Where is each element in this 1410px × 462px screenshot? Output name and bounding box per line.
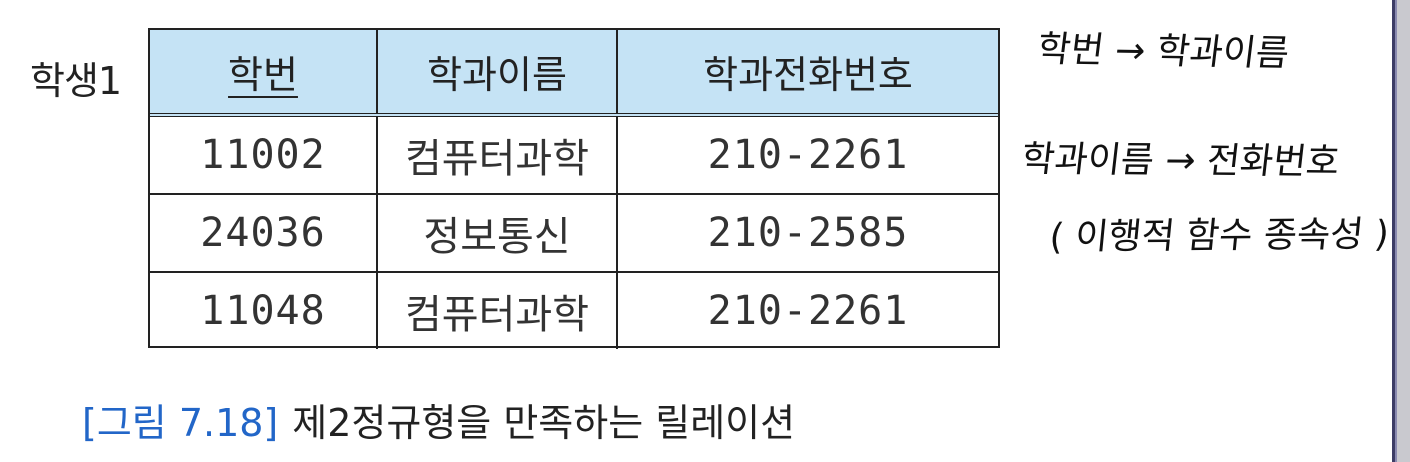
header-dept-phone: 학과전화번호 [616,30,998,113]
border-line-mid [1395,0,1397,462]
table-row: 11048 컴퓨터과학 210-2261 [150,273,998,349]
window-right-border [1392,0,1410,462]
table-row: 11002 컴퓨터과학 210-2261 [150,117,998,195]
cell-dept-name: 컴퓨터과학 [376,117,616,193]
table-row: 24036 정보통신 210-2585 [150,195,998,273]
cell-dept-name: 정보통신 [376,195,616,271]
header-dept-phone-label: 학과전화번호 [703,53,913,97]
figure-caption-label: [그림 7.18] [82,401,279,445]
figure-caption-text: 제2정규형을 만족하는 릴레이션 [292,401,796,445]
relation-table: 학번 학과이름 학과전화번호 11002 컴퓨터과학 210-2261 2403… [148,28,1000,349]
relation-name: 학생1 [30,59,122,103]
cell-dept-phone: 210-2261 [616,273,998,349]
handwritten-note-dependency-2: 학과이름 → 전화번호 [1019,139,1342,183]
cell-dept-phone: 210-2585 [616,195,998,271]
header-student-id-label: 학번 [228,53,298,97]
header-dept-name-label: 학과이름 [427,53,567,97]
cell-dept-phone: 210-2261 [616,117,998,193]
handwritten-note-dependency-1: 학번 → 학과이름 [1035,29,1292,75]
figure-caption: [그림 7.18] 제2정규형을 만족하는 릴레이션 [82,392,795,447]
border-line-dark [1392,0,1395,462]
handwritten-note-transitive: ( 이행적 함수 종속성 ) [1047,214,1391,258]
header-dept-name: 학과이름 [376,30,616,113]
table-header-row: 학번 학과이름 학과전화번호 [150,30,998,117]
cell-dept-name: 컴퓨터과학 [376,273,616,349]
cell-student-id: 11048 [200,288,326,334]
cell-student-id: 24036 [200,210,326,256]
header-student-id: 학번 [150,30,376,113]
cell-student-id: 11002 [200,132,326,178]
